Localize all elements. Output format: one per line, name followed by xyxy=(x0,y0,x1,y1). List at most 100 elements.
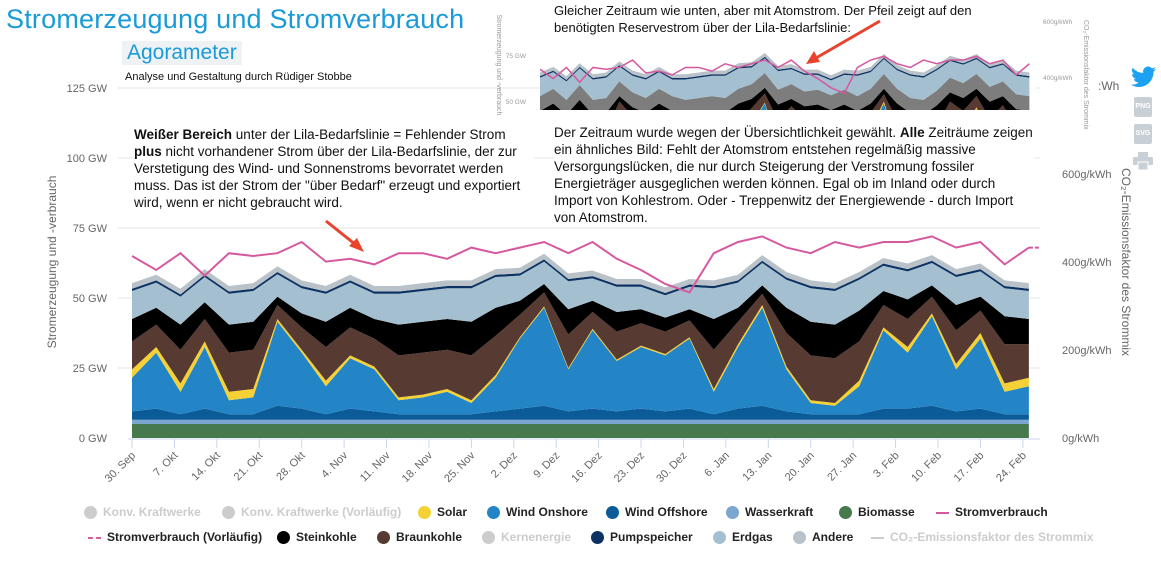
x-tick-label: 30. Dez xyxy=(654,450,689,485)
inset-y2tick-400: 400g/kWh xyxy=(1043,75,1073,82)
legend-circle-icon xyxy=(84,506,97,520)
legend-item-co-emissionsfaktor-des-strommix[interactable]: CO₂-Emissionsfaktor des Strommix xyxy=(871,530,1093,544)
x-tick-label: 14. Okt xyxy=(189,450,223,484)
legend-item-wind-offshore[interactable]: Wind Offshore xyxy=(606,505,708,520)
annotation-inset: Gleicher Zeitraum wie unten, aber mit At… xyxy=(554,3,972,35)
x-tick-label: 24. Feb xyxy=(994,450,1029,485)
legend-circle-icon xyxy=(591,531,604,545)
inset-line-stromverbrauch xyxy=(540,55,1030,95)
annotation-white-area: Weißer Bereich unter der Lila-Bedarfslin… xyxy=(134,126,534,211)
legend-label: Erdgas xyxy=(732,530,773,544)
area-steinkohle xyxy=(132,284,1029,359)
area-andere xyxy=(132,253,1029,295)
legend-item-steinkohle[interactable]: Steinkohle xyxy=(277,530,357,545)
x-tick-label: 21. Okt xyxy=(232,450,266,484)
legend-circle-icon xyxy=(222,506,235,520)
x-tick-label: 4. Nov xyxy=(319,449,350,480)
x-tick-label: 11. Nov xyxy=(358,449,393,484)
printer-icon xyxy=(1133,152,1153,171)
inset-ytick-75: 75 GW xyxy=(506,53,527,60)
inset-area-erdgas xyxy=(540,58,1030,100)
legend-label: Kernenergie xyxy=(501,530,572,544)
legend-item-wind-onshore[interactable]: Wind Onshore xyxy=(487,505,588,520)
export-png-button[interactable]: PNG xyxy=(1134,97,1152,117)
line-stromverbrauch xyxy=(131,235,1030,294)
x-tick-label: 30. Sep xyxy=(103,450,138,485)
inset-area-pumpspeicher xyxy=(540,56,1030,82)
legend-item-wasserkraft[interactable]: Wasserkraft xyxy=(726,505,814,520)
legend-item-braunkohle[interactable]: Braunkohle xyxy=(377,530,463,545)
x-tick-label: 7. Okt xyxy=(151,450,180,479)
y-tick-label: 75 GW xyxy=(73,223,108,235)
x-tick-label: 2. Dez xyxy=(489,450,520,481)
legend-label: Steinkohle xyxy=(296,530,357,544)
annotation-period: Der Zeitraum wurde wegen der Übersichtli… xyxy=(554,124,1034,226)
x-tick-label: 28. Okt xyxy=(274,450,308,484)
legend-item-stromverbrauch-vorläufig-[interactable]: Stromverbrauch (Vorläufig) xyxy=(88,530,262,544)
legend-label: Solar xyxy=(437,505,468,519)
export-svg-button[interactable]: SVG xyxy=(1134,124,1152,144)
legend-item-konv-kraftwerke[interactable]: Konv. Kraftwerke xyxy=(84,505,201,520)
inset-area-braunkohle xyxy=(615,93,1006,110)
inset-ytick-50: 50 GW xyxy=(506,99,527,106)
legend-item-stromverbrauch[interactable]: Stromverbrauch xyxy=(936,505,1048,519)
page-title: Stromerzeugung und Stromverbrauch xyxy=(6,4,465,34)
print-button[interactable] xyxy=(1133,152,1153,175)
legend-label: Stromverbrauch (Vorläufig) xyxy=(107,530,263,544)
inset-area-steinkohle xyxy=(541,87,1023,110)
legend-line-icon xyxy=(871,536,884,539)
y2-axis: 0g/kWh 200g/kWh 400g/kWh 600g/kWh xyxy=(1062,169,1112,445)
legend-circle-icon xyxy=(793,531,806,545)
area-pumpspeicher xyxy=(132,259,1029,297)
x-tick-label: 10. Feb xyxy=(909,450,944,485)
inset-chart-with-nuclear: Stromerzeugung und -verbrauch 75 GW 50 G… xyxy=(495,14,1089,130)
inset-area-kernenergie xyxy=(540,73,1030,110)
legend-item-andere[interactable]: Andere xyxy=(793,530,854,545)
legend-item-erdgas[interactable]: Erdgas xyxy=(713,530,773,545)
area-wind-onshore xyxy=(132,307,1029,415)
inset-y2tick-600: 600g/kWh xyxy=(1043,19,1073,26)
legend-label: Stromverbrauch xyxy=(955,505,1048,519)
x-tick-label: 3. Feb xyxy=(871,450,902,481)
y-tick-label: 125 GW xyxy=(67,83,108,95)
y-tick-label: 100 GW xyxy=(67,153,108,165)
legend-circle-icon xyxy=(487,506,500,520)
x-tick-label: 13. Jan xyxy=(740,450,774,484)
legend-item-konv-kraftwerke-vorläufig-[interactable]: Konv. Kraftwerke (Vorläufig) xyxy=(222,505,401,520)
area-erdgas xyxy=(132,261,1029,325)
arrow-main xyxy=(325,219,364,252)
legend-item-pumpspeicher[interactable]: Pumpspeicher xyxy=(591,530,693,545)
legend-circle-icon xyxy=(606,506,619,520)
legend-label: Braunkohle xyxy=(396,530,463,544)
inset-ylabel: Stromerzeugung und -verbrauch xyxy=(495,15,502,116)
legend-item-kernenergie[interactable]: Kernenergie xyxy=(482,530,572,545)
legend-label: Wind Onshore xyxy=(506,505,588,519)
y2-tick-label: 200g/kWh xyxy=(1062,345,1112,357)
stacked-areas xyxy=(132,253,1029,438)
twitter-icon xyxy=(1131,66,1156,87)
partial-axis-label: :Wh xyxy=(1098,79,1120,93)
x-tick-label: 25. Nov xyxy=(442,449,478,485)
legend-circle-icon xyxy=(482,531,495,545)
inset-y2label: CO₂-Emissionsfaktor des Strommix xyxy=(1082,20,1089,130)
legend-label: Biomasse xyxy=(858,505,915,519)
legend-label: Andere xyxy=(812,530,854,544)
credit-text: Analyse und Gestaltung durch Rüdiger Sto… xyxy=(125,71,352,83)
x-axis: 30. Sep 7. Okt 14. Okt 21. Okt 28. Okt 4. Nov… xyxy=(103,438,1040,485)
x-tick-label: 9. Dez xyxy=(531,450,562,481)
y2-tick-label: 400g/kWh xyxy=(1062,257,1112,269)
twitter-share-button[interactable] xyxy=(1131,66,1157,93)
x-tick-label: 18. Nov xyxy=(400,449,436,485)
legend-item-biomasse[interactable]: Biomasse xyxy=(839,505,915,520)
legend-item-solar[interactable]: Solar xyxy=(418,505,468,520)
legend-label: Wind Offshore xyxy=(625,505,708,519)
x-tick-label: 27. Jan xyxy=(825,450,859,484)
x-tick-label: 16. Dez xyxy=(569,450,604,485)
legend-label: Wasserkraft xyxy=(745,505,814,519)
legend-line-icon xyxy=(936,511,949,514)
area-braunkohle xyxy=(132,292,1029,403)
y-tick-label: 0 GW xyxy=(79,433,108,445)
x-tick-label: 23. Dez xyxy=(612,450,647,485)
inset-area-andere xyxy=(540,53,1030,80)
